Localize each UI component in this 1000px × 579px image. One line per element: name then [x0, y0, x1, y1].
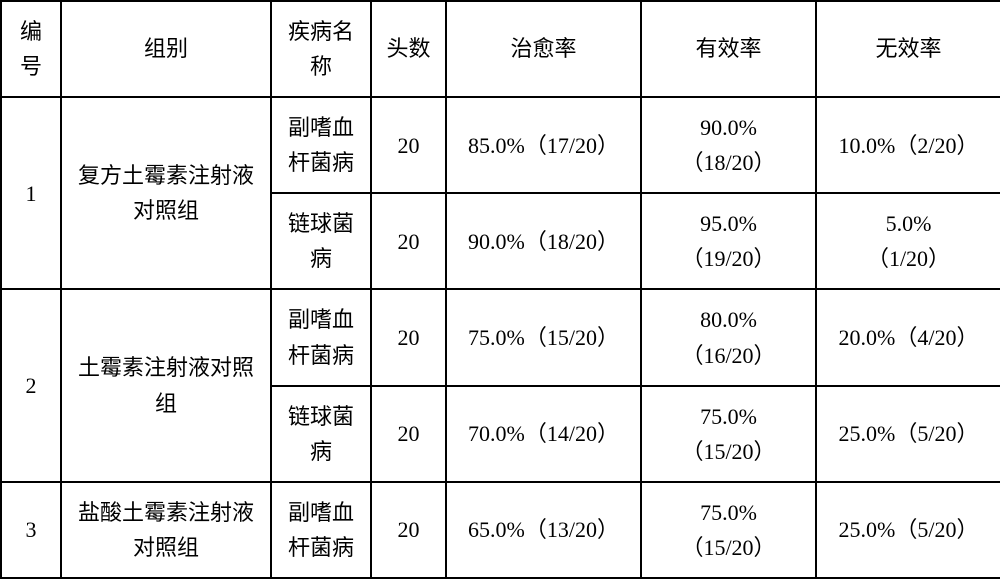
disease-l2: 病: [310, 246, 332, 271]
ineff-l1: 5.0%: [886, 211, 932, 236]
group-label-l2: 对照组: [133, 535, 199, 560]
eff-l2: （15/20）: [681, 535, 775, 560]
cell-count: 20: [371, 386, 446, 482]
disease-l2: 杆菌病: [288, 150, 354, 175]
header-num-l1: 编: [20, 19, 42, 44]
cell-disease: 链球菌 病: [271, 193, 371, 289]
eff-l1: 80.0%: [700, 307, 757, 332]
header-group: 组别: [61, 1, 271, 97]
group-label-l1: 盐酸土霉素注射液: [78, 500, 254, 525]
cell-ineff: 25.0%（5/20）: [816, 482, 1000, 578]
cell-cure: 75.0%（15/20）: [446, 289, 641, 385]
disease-l2: 杆菌病: [288, 535, 354, 560]
eff-l1: 95.0%: [700, 211, 757, 236]
cell-disease: 副嗜血 杆菌病: [271, 482, 371, 578]
group-label-l1: 复方土霉素注射液: [78, 163, 254, 188]
disease-l2: 杆菌病: [288, 343, 354, 368]
header-num-l2: 号: [20, 54, 42, 79]
ineff-l2: （1/20）: [867, 246, 950, 271]
cell-cure: 85.0%（17/20）: [446, 97, 641, 193]
cell-group: 土霉素注射液对照 组: [61, 289, 271, 481]
cell-cure: 70.0%（14/20）: [446, 386, 641, 482]
efficacy-table: 编 号 组别 疾病名 称 头数 治愈率 有效率 无效率 1 复方土霉素注射液 对…: [0, 0, 1000, 579]
cell-ineff: 20.0%（4/20）: [816, 289, 1000, 385]
cell-group: 复方土霉素注射液 对照组: [61, 97, 271, 289]
eff-l1: 75.0%: [700, 500, 757, 525]
group-label-l1: 土霉素注射液对照: [78, 355, 254, 380]
cell-disease: 副嗜血 杆菌病: [271, 97, 371, 193]
cell-count: 20: [371, 193, 446, 289]
disease-l1: 副嗜血: [288, 115, 354, 140]
header-eff: 有效率: [641, 1, 816, 97]
disease-l2: 病: [310, 439, 332, 464]
cell-eff: 90.0% （18/20）: [641, 97, 816, 193]
cell-group: 盐酸土霉素注射液 对照组: [61, 482, 271, 578]
eff-l2: （18/20）: [681, 150, 775, 175]
cell-num: 1: [1, 97, 61, 289]
disease-l1: 链球菌: [288, 404, 354, 429]
disease-l1: 链球菌: [288, 211, 354, 236]
eff-l1: 75.0%: [700, 404, 757, 429]
table-row: 1 复方土霉素注射液 对照组 副嗜血 杆菌病 20 85.0%（17/20） 9…: [1, 97, 1000, 193]
eff-l2: （19/20）: [681, 246, 775, 271]
cell-count: 20: [371, 97, 446, 193]
header-disease-l2: 称: [310, 54, 332, 79]
cell-ineff: 5.0% （1/20）: [816, 193, 1000, 289]
cell-cure: 65.0%（13/20）: [446, 482, 641, 578]
eff-l1: 90.0%: [700, 115, 757, 140]
cell-eff: 75.0% （15/20）: [641, 386, 816, 482]
cell-disease: 副嗜血 杆菌病: [271, 289, 371, 385]
cell-num: 2: [1, 289, 61, 481]
group-label-l2: 对照组: [133, 198, 199, 223]
header-disease: 疾病名 称: [271, 1, 371, 97]
header-cure: 治愈率: [446, 1, 641, 97]
cell-cure: 90.0%（18/20）: [446, 193, 641, 289]
cell-eff: 80.0% （16/20）: [641, 289, 816, 385]
disease-l1: 副嗜血: [288, 500, 354, 525]
eff-l2: （15/20）: [681, 439, 775, 464]
disease-l1: 副嗜血: [288, 307, 354, 332]
table-row: 2 土霉素注射液对照 组 副嗜血 杆菌病 20 75.0%（15/20） 80.…: [1, 289, 1000, 385]
cell-disease: 链球菌 病: [271, 386, 371, 482]
cell-ineff: 25.0%（5/20）: [816, 386, 1000, 482]
table-row: 3 盐酸土霉素注射液 对照组 副嗜血 杆菌病 20 65.0%（13/20） 7…: [1, 482, 1000, 578]
cell-eff: 95.0% （19/20）: [641, 193, 816, 289]
header-disease-l1: 疾病名: [288, 19, 354, 44]
header-ineff: 无效率: [816, 1, 1000, 97]
header-row: 编 号 组别 疾病名 称 头数 治愈率 有效率 无效率: [1, 1, 1000, 97]
header-count: 头数: [371, 1, 446, 97]
group-label-l2: 组: [155, 391, 177, 416]
cell-count: 20: [371, 289, 446, 385]
eff-l2: （16/20）: [681, 343, 775, 368]
header-num: 编 号: [1, 1, 61, 97]
cell-num: 3: [1, 482, 61, 578]
cell-ineff: 10.0%（2/20）: [816, 97, 1000, 193]
cell-eff: 75.0% （15/20）: [641, 482, 816, 578]
cell-count: 20: [371, 482, 446, 578]
